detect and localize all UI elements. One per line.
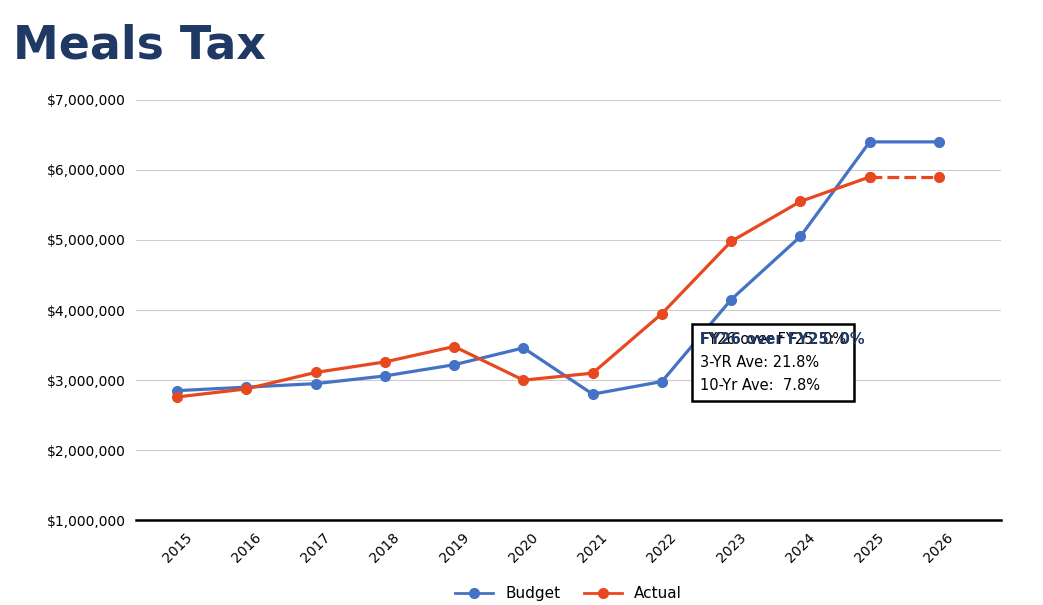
Actual xyxy=(725,238,737,245)
Text: Meals Tax: Meals Tax xyxy=(13,23,266,68)
Actual xyxy=(310,369,322,376)
Line: Actual: Actual xyxy=(172,172,875,402)
Actual xyxy=(517,376,530,384)
Budget xyxy=(586,391,599,398)
Actual xyxy=(794,198,806,205)
Actual xyxy=(447,343,460,350)
Budget xyxy=(240,384,252,391)
Budget xyxy=(447,361,460,368)
Budget xyxy=(171,387,184,394)
Line: Budget: Budget xyxy=(172,137,944,399)
Legend: Budget, Actual: Budget, Actual xyxy=(448,580,688,605)
Actual xyxy=(240,385,252,393)
Budget xyxy=(656,378,669,385)
Text: FY26 over FY25: 0%: FY26 over FY25: 0% xyxy=(700,333,865,347)
Budget xyxy=(794,233,806,240)
Budget xyxy=(517,344,530,352)
Budget xyxy=(725,296,737,303)
Actual xyxy=(656,310,669,317)
Actual xyxy=(864,173,876,180)
Actual xyxy=(379,358,391,365)
Budget xyxy=(932,139,945,146)
Budget xyxy=(310,380,322,387)
Actual xyxy=(586,370,599,377)
Budget xyxy=(864,139,876,146)
Budget xyxy=(379,372,391,379)
Text: FY26 over FY25: 0%
3-YR Ave: 21.8%
10-Yr Ave:  7.8%: FY26 over FY25: 0% 3-YR Ave: 21.8% 10-Yr… xyxy=(700,333,846,393)
Actual xyxy=(171,393,184,401)
